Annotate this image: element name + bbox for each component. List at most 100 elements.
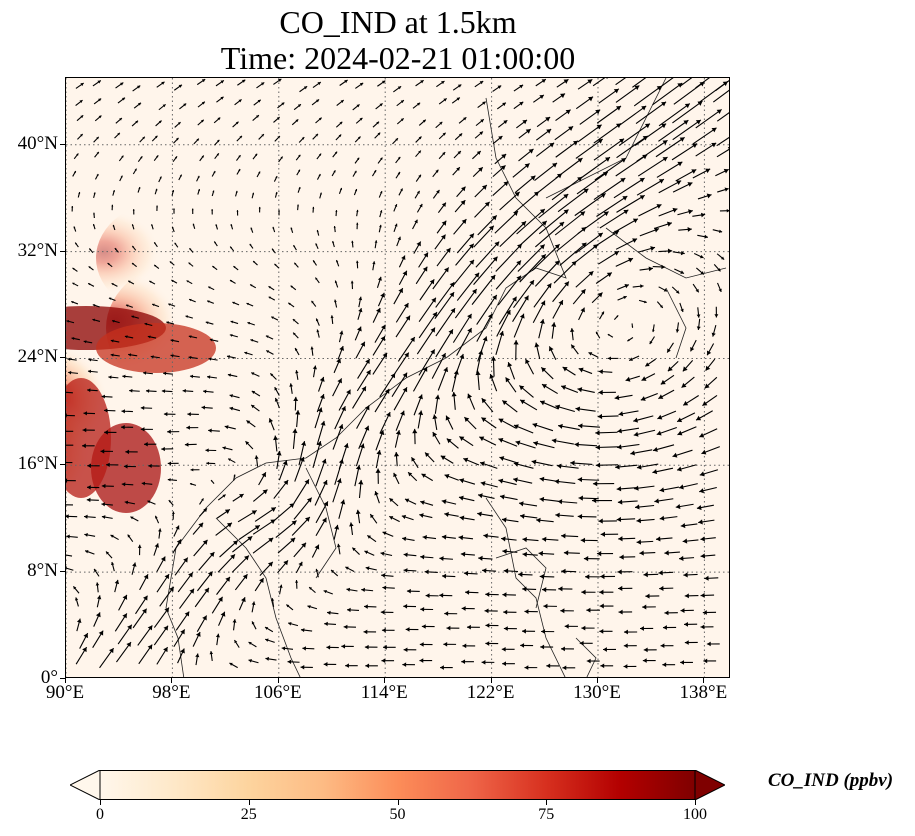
wind-arrow [170,339,180,343]
wind-arrow [108,297,116,302]
wind-arrow [92,223,96,230]
wind-arrow [656,161,683,178]
wind-arrow [121,425,134,430]
colorbar-tick-mark [248,800,250,805]
wind-arrow [77,133,84,140]
wind-arrow [676,464,697,472]
lon-tick-label: 98°E [152,682,191,703]
wind-arrow [190,468,200,472]
wind-arrow [273,78,282,85]
wind-arrow [274,263,280,269]
wind-arrow [616,443,640,450]
wind-arrow [205,448,217,453]
wind-arrow [208,428,220,433]
wind-arrow [558,586,573,592]
wind-arrow [538,318,545,339]
wind-arrow [153,241,158,248]
wind-arrow [334,280,339,288]
wind-arrow [369,513,378,524]
wind-arrow [454,288,478,319]
wind-arrow [188,298,196,303]
colorbar-tick-label: 25 [240,806,257,823]
wind-arrow [229,394,240,399]
wind-arrow [135,595,148,615]
wind-arrow [191,208,194,214]
wind-arrow [382,585,395,590]
wind-arrow [268,285,275,291]
wind-arrow [502,548,518,554]
wind-arrow [66,478,76,483]
wind-arrow [438,132,447,140]
wind-arrow [222,446,233,451]
wind-arrow [316,173,321,180]
wind-arrow [77,191,81,198]
wind-arrow [412,428,418,445]
wind-arrow [541,536,559,542]
wind-arrow [674,268,685,274]
co-hotspot-3 [96,323,216,373]
wind-arrow [592,481,615,487]
wind-arrow [636,178,665,196]
wind-arrow [189,247,194,253]
wind-arrow [341,644,354,649]
wind-arrow [236,154,241,161]
wind-arrow [458,116,467,124]
wind-arrow [655,136,685,158]
wind-arrow [482,568,497,574]
lat-tick-mark [60,143,65,145]
wind-arrow [279,584,283,595]
wind-arrow [227,373,238,378]
wind-arrow [271,598,275,607]
wind-arrow [453,259,475,286]
wind-arrow [393,287,404,305]
lon-tick-mark [597,678,598,683]
wind-arrow [112,224,116,231]
wind-arrow [422,534,437,540]
wind-arrow [372,307,381,323]
wind-arrow [117,624,133,645]
wind-arrow [188,262,194,267]
wind-arrow [637,156,668,177]
wind-arrow [533,94,545,103]
wind-arrow [174,121,181,128]
wind-arrow [293,396,299,411]
wind-arrow [234,573,248,591]
wind-arrow [444,511,459,518]
wind-arrow [350,280,354,290]
wind-arrow [153,264,160,269]
wind-arrow [289,383,294,394]
wind-arrow [74,242,79,248]
wind-arrow [235,190,238,197]
wind-arrow [268,418,275,431]
wind-arrow [358,296,363,308]
wind-arrow [552,281,570,303]
wind-arrow [122,374,133,379]
wind-arrow [337,345,345,360]
wind-arrow [407,471,418,482]
wind-arrow [600,663,614,669]
wind-arrow [513,84,524,92]
wind-arrow [278,460,288,481]
wind-arrow [692,168,711,179]
wind-arrow [251,372,260,377]
wind-arrow [524,665,538,670]
wind-arrow [474,201,490,218]
map-panel [65,77,730,678]
wind-arrow [335,134,342,141]
wind-arrow [575,270,594,288]
wind-arrow [598,369,613,375]
wind-arrow [198,551,215,571]
wind-arrow [93,136,100,143]
wind-arrow [229,279,236,284]
wind-arrow [355,117,363,124]
wind-arrow [147,335,157,339]
wind-arrow [507,362,516,380]
wind-arrow [684,640,698,645]
wind-arrow [258,472,267,486]
wind-arrow [335,259,340,267]
wind-arrow [616,194,645,213]
wind-arrow [490,356,497,377]
wind-arrow [375,468,381,484]
wind-arrow [497,119,508,128]
wind-arrow [519,513,538,519]
